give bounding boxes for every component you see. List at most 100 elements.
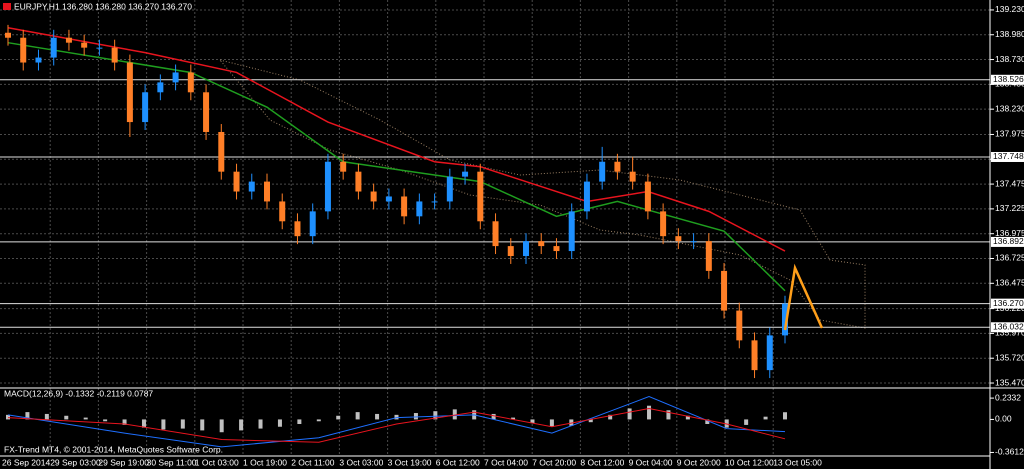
price-level-label: 136.032 (993, 322, 1024, 332)
candle-body (660, 211, 667, 237)
candle-body (309, 211, 316, 237)
x-tick-label: 8 Oct 12:00 (580, 457, 624, 467)
candle-body (111, 47, 118, 63)
candle-body (187, 72, 194, 93)
macd-bar (647, 405, 652, 420)
candle-body (690, 241, 697, 243)
candle-body (401, 196, 408, 217)
candle-body (172, 72, 179, 83)
x-tick-label: 13 Oct 05:00 (773, 457, 822, 467)
macd-bar (355, 412, 360, 420)
projection-arrow (783, 263, 824, 331)
y-tick-label: 0.00 (995, 414, 1012, 424)
x-tick-label: 26 Sep 2014 (2, 457, 50, 467)
candle-body (599, 161, 606, 182)
macd-bar (239, 419, 244, 431)
x-tick-label: 10 Oct 12:00 (725, 457, 774, 467)
price-level-box (991, 151, 1024, 162)
macd-bar (103, 419, 108, 422)
candle-body (324, 161, 331, 212)
macd-bar (627, 408, 632, 420)
macd-bar (6, 414, 10, 420)
macd-line (7, 407, 786, 443)
macd-bar (375, 413, 380, 420)
candle-body (370, 191, 377, 202)
macd-bar (297, 419, 302, 424)
candle-body (416, 201, 423, 217)
macd-bar (511, 417, 516, 420)
y-tick-label: 138.980 (995, 29, 1024, 39)
x-tick-label: 6 Oct 12:00 (436, 457, 480, 467)
candle-body (385, 196, 392, 202)
candle-body (492, 221, 499, 247)
candle-body (462, 171, 469, 177)
macd-bar (491, 413, 496, 420)
price-level-label: 137.748 (993, 151, 1024, 161)
candle-body (446, 176, 453, 202)
x-tick-label: 2 Oct 11:00 (291, 457, 335, 467)
y-tick-label: 136.725 (995, 253, 1024, 263)
candle-body (553, 246, 560, 252)
macd-bar (64, 415, 69, 420)
candle-body (583, 181, 590, 212)
candle-body (218, 131, 225, 172)
candle-body (766, 335, 773, 371)
macd-bar (336, 415, 341, 420)
y-tick-label: 0.2332 (995, 392, 1021, 402)
macd-bar (161, 419, 166, 430)
candle-body (507, 246, 514, 257)
macd-bar (549, 419, 554, 427)
x-tick-label: 29 Sep 03:00 (50, 457, 101, 467)
macd-bar (783, 412, 787, 420)
y-tick-label: 136.975 (995, 228, 1024, 238)
candle-body (675, 236, 682, 242)
macd-bar (277, 419, 282, 427)
x-tick-label: 1 Oct 19:00 (243, 457, 287, 467)
price-level-label: 136.892 (993, 236, 1024, 246)
y-tick-label: 135.720 (995, 352, 1024, 362)
ichimoku-cloud (218, 59, 866, 329)
candle-body (340, 161, 347, 172)
x-tick-label: 3 Oct 19:00 (388, 457, 432, 467)
y-tick-label: 139.230 (995, 4, 1024, 14)
candle-body (81, 42, 88, 48)
macd-line (7, 396, 786, 448)
footer: FX-Trend MT4, © 2001-2014, MetaQuotes So… (4, 444, 223, 454)
macd-bar (180, 419, 185, 429)
candle-body (629, 171, 636, 182)
candle-body (431, 201, 438, 203)
macd-bar (122, 419, 127, 425)
price-level-box (991, 322, 1024, 333)
candle-body (96, 47, 103, 49)
y-tick-label: 136.475 (995, 278, 1024, 288)
macd-bar (83, 417, 88, 420)
y-tick-label: 135.970 (995, 328, 1024, 338)
macd-bar (530, 419, 535, 424)
candle-body (65, 37, 72, 43)
x-tick-label: 7 Oct 20:00 (532, 457, 576, 467)
candle-body (5, 32, 11, 38)
x-tick-label: 30 Sep 11:00 (147, 457, 197, 467)
price-level-box (991, 74, 1024, 85)
x-tick-label: 9 Oct 20:00 (677, 457, 721, 467)
macd-bar (705, 419, 710, 424)
macd-bar (608, 414, 613, 420)
candle-body (248, 181, 255, 192)
symbol-icon (3, 3, 11, 10)
price-level-box (991, 236, 1024, 247)
x-tick-label: 3 Oct 03:00 (339, 457, 383, 467)
macd-bar (200, 419, 205, 431)
candle-body (20, 37, 27, 63)
macd-bar (452, 409, 457, 420)
macd-bar (413, 413, 418, 420)
price-level-label: 138.526 (993, 74, 1024, 84)
candle-body (233, 171, 240, 192)
macd-bar (685, 415, 690, 420)
price-level-box (991, 298, 1024, 309)
candle-body (721, 270, 728, 311)
macd-bar (763, 416, 768, 420)
candle-body (736, 310, 743, 341)
candle-body (614, 161, 621, 172)
